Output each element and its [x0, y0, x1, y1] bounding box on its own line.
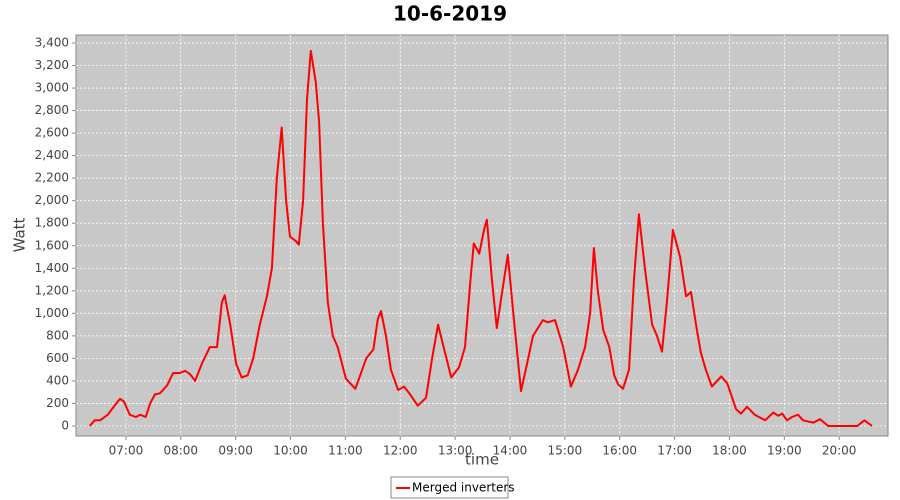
- x-tick-label: 19:00: [767, 444, 802, 458]
- y-tick-label: 800: [46, 328, 69, 342]
- x-tick-label: 15:00: [548, 444, 583, 458]
- y-tick-label: 3,200: [35, 58, 69, 72]
- y-tick-label: 1,600: [35, 238, 69, 252]
- x-tick-label: 12:00: [383, 444, 418, 458]
- x-tick-label: 08:00: [163, 444, 198, 458]
- x-tick-label: 17:00: [657, 444, 692, 458]
- x-tick-label: 14:00: [493, 444, 528, 458]
- legend-label: Merged inverters: [412, 481, 515, 495]
- y-tick-label: 1,000: [35, 306, 69, 320]
- x-tick-label: 10:00: [273, 444, 308, 458]
- x-tick-label: 13:00: [438, 444, 473, 458]
- y-tick-label: 200: [46, 396, 69, 410]
- y-tick-label: 1,800: [35, 216, 69, 230]
- y-tick-label: 2,800: [35, 103, 69, 117]
- y-axis-label: Watt: [11, 217, 29, 252]
- x-tick-label: 20:00: [822, 444, 857, 458]
- x-axis-label: time: [465, 451, 499, 469]
- chart-title: 10-6-2019: [393, 2, 507, 26]
- legend-box: [390, 476, 509, 499]
- y-tick-label: 2,200: [35, 171, 69, 185]
- y-tick-label: 1,200: [35, 283, 69, 297]
- x-tick-label: 18:00: [712, 444, 747, 458]
- y-tick-label: 3,000: [35, 81, 69, 95]
- y-tick-label: 0: [61, 418, 69, 432]
- y-tick-label: 1,400: [35, 261, 69, 275]
- data-line: [88, 49, 873, 427]
- y-tick-label: 400: [46, 373, 69, 387]
- y-tick-label: 3,400: [35, 35, 69, 49]
- x-tick-label: 09:00: [218, 444, 253, 458]
- x-tick-label: 11:00: [328, 444, 363, 458]
- y-tick-label: 2,000: [35, 193, 69, 207]
- x-tick-label: 07:00: [109, 444, 144, 458]
- x-tick-label: 16:00: [602, 444, 637, 458]
- y-tick-label: 2,400: [35, 148, 69, 162]
- y-tick-label: 2,600: [35, 126, 69, 140]
- y-tick-label: 600: [46, 351, 69, 365]
